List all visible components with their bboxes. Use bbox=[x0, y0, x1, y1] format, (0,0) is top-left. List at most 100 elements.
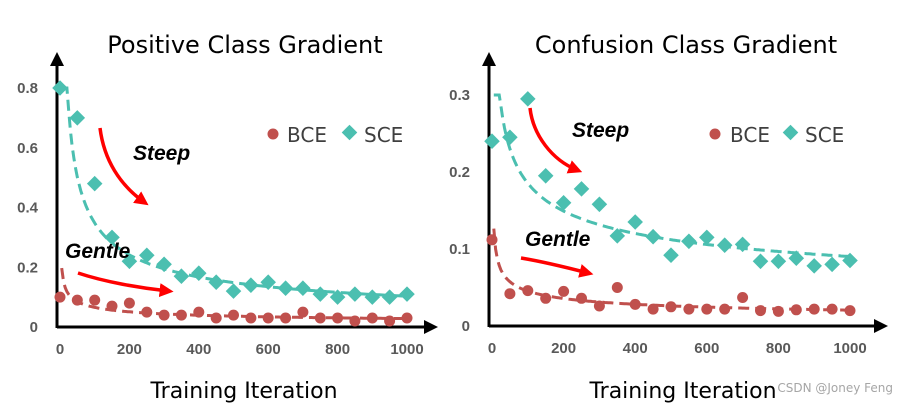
point-sce bbox=[770, 253, 787, 270]
axes bbox=[482, 52, 888, 333]
point-bce bbox=[123, 297, 135, 309]
data-points bbox=[52, 80, 415, 327]
point-sce bbox=[243, 277, 259, 293]
point-bce bbox=[755, 305, 766, 317]
trend-line-sce bbox=[493, 93, 851, 258]
point-sce bbox=[52, 80, 68, 96]
point-bce bbox=[772, 305, 784, 317]
point-sce bbox=[364, 289, 381, 305]
point-sce bbox=[788, 250, 805, 266]
point-bce bbox=[262, 312, 274, 324]
legend-bce-marker bbox=[267, 128, 279, 140]
point-bce bbox=[228, 309, 239, 321]
steep-annotation: Steep bbox=[98, 127, 190, 206]
y-tick-label: 0.6 bbox=[17, 140, 38, 157]
point-sce bbox=[381, 289, 398, 305]
y-tick-label: 0.2 bbox=[449, 164, 470, 181]
point-sce bbox=[699, 229, 715, 246]
tick-labels: 0 200 400 600 800 1000 0 0.2 0.4 0.6 0.8 bbox=[17, 80, 424, 358]
point-sce bbox=[121, 253, 138, 270]
point-sce bbox=[645, 228, 661, 245]
point-sce bbox=[537, 168, 554, 184]
point-bce bbox=[245, 312, 257, 324]
point-bce bbox=[175, 309, 187, 321]
y-tick-label: 0.4 bbox=[17, 200, 39, 217]
point-sce bbox=[752, 253, 769, 270]
point-sce bbox=[139, 247, 155, 264]
point-sce bbox=[312, 286, 329, 302]
trend-line-sce bbox=[61, 86, 408, 298]
y-axis-arrow-icon bbox=[50, 52, 64, 66]
annotation-gentle: Gentle bbox=[65, 240, 131, 263]
steep-arrow-icon bbox=[98, 127, 149, 206]
point-bce bbox=[314, 312, 326, 324]
legend-sce-marker bbox=[341, 124, 358, 141]
legend-sce-marker bbox=[782, 124, 799, 141]
point-bce bbox=[593, 300, 605, 312]
point-bce bbox=[665, 301, 677, 313]
point-sce bbox=[225, 283, 242, 299]
point-sce bbox=[399, 286, 415, 302]
point-bce bbox=[540, 292, 552, 304]
point-sce bbox=[555, 195, 572, 211]
y-tick-label: 0 bbox=[462, 318, 470, 335]
x-tick-label: 200 bbox=[551, 340, 576, 357]
trend-lines bbox=[492, 93, 851, 312]
point-sce bbox=[627, 214, 643, 230]
point-sce bbox=[277, 280, 294, 296]
gentle-arrow-icon bbox=[520, 256, 594, 278]
point-bce bbox=[210, 312, 222, 324]
point-sce bbox=[191, 265, 207, 281]
point-bce bbox=[826, 303, 838, 315]
annotation-steep: Steep bbox=[572, 119, 629, 142]
point-sce bbox=[573, 181, 590, 197]
point-sce bbox=[104, 229, 120, 246]
x-tick-label: 1000 bbox=[390, 341, 423, 358]
point-bce bbox=[808, 303, 820, 315]
data-points bbox=[484, 91, 858, 317]
point-bce bbox=[193, 306, 205, 318]
point-bce bbox=[332, 312, 344, 324]
point-bce bbox=[349, 315, 361, 327]
point-bce bbox=[647, 303, 659, 315]
gentle-annotation: Gentle bbox=[520, 228, 594, 278]
annotation-steep: Steep bbox=[133, 142, 190, 165]
x-tick-label: 0 bbox=[56, 341, 64, 358]
point-bce bbox=[844, 305, 856, 317]
point-bce bbox=[401, 312, 413, 324]
point-sce bbox=[208, 274, 224, 290]
x-tick-label: 800 bbox=[325, 341, 350, 358]
point-bce bbox=[384, 315, 396, 327]
point-bce bbox=[558, 285, 570, 297]
x-tick-label: 1000 bbox=[833, 340, 866, 357]
point-bce bbox=[297, 306, 309, 318]
point-sce bbox=[347, 286, 363, 302]
x-tick-label: 400 bbox=[623, 340, 648, 357]
x-tick-label: 400 bbox=[186, 341, 211, 358]
point-sce bbox=[663, 247, 679, 263]
point-bce bbox=[280, 312, 292, 324]
x-axis-label: Training Iteration bbox=[588, 379, 776, 404]
point-sce bbox=[716, 237, 733, 253]
point-bce bbox=[683, 303, 695, 315]
legend-bce-label: BCE bbox=[730, 123, 770, 147]
point-bce bbox=[89, 294, 101, 306]
point-bce bbox=[106, 300, 118, 312]
point-sce bbox=[591, 196, 608, 213]
x-axis-arrow-icon bbox=[424, 320, 438, 334]
point-bce bbox=[737, 292, 749, 303]
x-tick-label: 200 bbox=[117, 341, 142, 358]
chart-panel-confusion: Confusion Class Gradient 0 200 400 600 800 10… bbox=[449, 31, 888, 404]
gentle-annotation: Gentle bbox=[65, 240, 174, 298]
gentle-arrow-icon bbox=[77, 271, 174, 298]
point-bce bbox=[576, 292, 587, 304]
point-sce bbox=[295, 280, 311, 296]
point-bce bbox=[54, 291, 66, 303]
chart-panel-positive: Positive Class Gradient 0 200 400 600 800 100… bbox=[17, 31, 438, 404]
point-bce bbox=[719, 303, 731, 315]
y-tick-label: 0 bbox=[30, 319, 38, 336]
point-bce bbox=[611, 282, 623, 293]
x-tick-label: 0 bbox=[488, 340, 496, 357]
watermark: CSDN @Joney Feng bbox=[777, 381, 893, 395]
